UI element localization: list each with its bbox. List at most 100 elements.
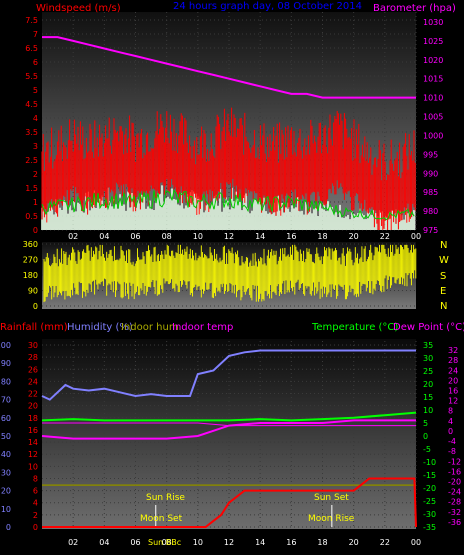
humidity-tick: 40 bbox=[1, 450, 11, 459]
windspeed-label: Windspeed (m/s) bbox=[36, 3, 121, 14]
x-tick-label-bottom: 20 bbox=[349, 538, 359, 547]
x-tick-label-bottom: 16 bbox=[286, 538, 296, 547]
humidity-tick: 10 bbox=[1, 505, 11, 514]
windspeed-tick: 0.5 bbox=[25, 212, 38, 221]
x-tick-label-bottom: 08 bbox=[162, 538, 172, 547]
dew-point-tick: 0 bbox=[448, 427, 453, 436]
temperature-tick: -15 bbox=[423, 471, 436, 480]
x-tick-label-bottom: 22 bbox=[380, 538, 390, 547]
sun-bbc-annotation: Sun BBc bbox=[148, 538, 181, 547]
x-tick-label: 08 bbox=[162, 232, 172, 241]
dew-point-tick: 4 bbox=[448, 417, 453, 426]
barometer-tick: 1010 bbox=[423, 94, 443, 103]
x-tick-label: 00 bbox=[411, 232, 421, 241]
rainfall-tick: 12 bbox=[28, 450, 38, 459]
windspeed-tick: 4 bbox=[33, 114, 38, 123]
dew-point-tick: -8 bbox=[448, 447, 456, 456]
rainfall-tick: 2 bbox=[33, 511, 38, 520]
x-tick-label-bottom: 02 bbox=[68, 538, 78, 547]
barometer-tick: 1015 bbox=[423, 75, 443, 84]
humidity-tick: 50 bbox=[1, 432, 11, 441]
dew-point-tick: -20 bbox=[448, 478, 461, 487]
sun-set-annotation: Sun Set bbox=[314, 493, 349, 503]
humidity-tick: 0 bbox=[6, 523, 11, 532]
barometer-tick: 980 bbox=[423, 207, 438, 216]
barometer-tick: 975 bbox=[423, 226, 438, 235]
x-tick-label-bottom: 18 bbox=[317, 538, 327, 547]
x-tick-label-bottom: 14 bbox=[255, 538, 265, 547]
dew-point-label: Dew Point (°C) bbox=[393, 322, 464, 333]
dew-point-tick: 24 bbox=[448, 366, 458, 375]
barometer-line bbox=[42, 36, 416, 99]
barometer-tick: 1005 bbox=[423, 113, 443, 122]
temperature-tick: -5 bbox=[423, 445, 431, 454]
barometer-tick: 985 bbox=[423, 188, 438, 197]
dew-point-tick: -36 bbox=[448, 518, 461, 527]
x-tick-label-bottom: 10 bbox=[193, 538, 203, 547]
x-tick-label: 02 bbox=[68, 232, 78, 241]
temperature-tick: -25 bbox=[423, 497, 436, 506]
humidity-tick: 60 bbox=[1, 414, 11, 423]
rainfall-tick: 0 bbox=[33, 523, 38, 532]
x-tick-label: 10 bbox=[193, 232, 203, 241]
dew-point-tick: 28 bbox=[448, 356, 458, 365]
temperature-tick: 10 bbox=[423, 406, 433, 415]
indoor-temp-line bbox=[42, 422, 416, 427]
x-tick-label-bottom: 06 bbox=[130, 538, 140, 547]
dew-point-tick: -12 bbox=[448, 457, 461, 466]
direction-tick: 270 bbox=[23, 256, 38, 265]
moon-set-annotation: Moon Set bbox=[140, 514, 183, 524]
direction-tick: 180 bbox=[23, 271, 38, 280]
indoor-hum-label: Indoor hum bbox=[121, 322, 179, 333]
temperature-label: Temperature (°C) bbox=[311, 322, 398, 333]
humidity-tick: 90 bbox=[1, 359, 11, 368]
temperature-tick: -20 bbox=[423, 484, 436, 493]
rainfall-tick: 8 bbox=[33, 474, 38, 483]
temperature-tick: 20 bbox=[423, 380, 433, 389]
dew-point-tick: 16 bbox=[448, 387, 458, 396]
x-tick-label: 06 bbox=[130, 232, 140, 241]
temperature-tick: 30 bbox=[423, 354, 433, 363]
humidity-tick: 100 bbox=[0, 341, 11, 350]
direction-tick: 90 bbox=[28, 287, 38, 296]
dew-point-tick: -4 bbox=[448, 437, 456, 446]
windspeed-tick: 0 bbox=[33, 226, 38, 235]
windspeed-tick: 5.5 bbox=[25, 72, 38, 81]
dew-point-tick: 8 bbox=[448, 407, 453, 416]
windspeed-tick: 3.5 bbox=[25, 128, 38, 137]
temperature-line bbox=[41, 411, 417, 422]
humidity-tick: 30 bbox=[1, 468, 11, 477]
temperature-tick: 25 bbox=[423, 367, 433, 376]
indoor-temp-label: Indoor temp bbox=[172, 322, 233, 333]
windspeed-tick: 2.5 bbox=[25, 156, 38, 165]
dew-point-tick: -32 bbox=[448, 508, 461, 517]
windspeed-tick: 3 bbox=[33, 142, 38, 151]
compass-n-top: N bbox=[440, 240, 447, 251]
sun-rise-annotation: Sun Rise bbox=[146, 493, 185, 503]
x-tick-label: 14 bbox=[255, 232, 265, 241]
graph-title: 24 hours graph day, 08 October 2014 bbox=[173, 1, 362, 12]
rainfall-tick: 28 bbox=[28, 353, 38, 362]
x-tick-label-bottom: 00 bbox=[411, 538, 421, 547]
windspeed-tick: 4.5 bbox=[25, 100, 38, 109]
windspeed-tick: 1.5 bbox=[25, 184, 38, 193]
gust-line bbox=[41, 189, 415, 221]
dew-point-tick: 32 bbox=[448, 346, 458, 355]
rainfall-tick: 10 bbox=[28, 462, 38, 471]
dew-point-line bbox=[41, 419, 416, 440]
x-tick-label: 16 bbox=[286, 232, 296, 241]
compass-s: S bbox=[440, 271, 446, 282]
windspeed-tick: 5 bbox=[33, 86, 38, 95]
rainfall-tick: 6 bbox=[33, 487, 38, 496]
dew-point-tick: 20 bbox=[448, 376, 458, 385]
direction-tick: 0 bbox=[33, 302, 38, 311]
rainfall-tick: 14 bbox=[28, 438, 38, 447]
windspeed-tick: 2 bbox=[33, 170, 38, 179]
rainfall-line bbox=[42, 477, 417, 528]
windspeed-tick: 7 bbox=[33, 30, 38, 39]
barometer-label: Barometer (hpa) bbox=[373, 3, 456, 14]
moon-rise-annotation: Moon Rise bbox=[308, 514, 355, 524]
rainfall-tick: 24 bbox=[28, 377, 38, 386]
